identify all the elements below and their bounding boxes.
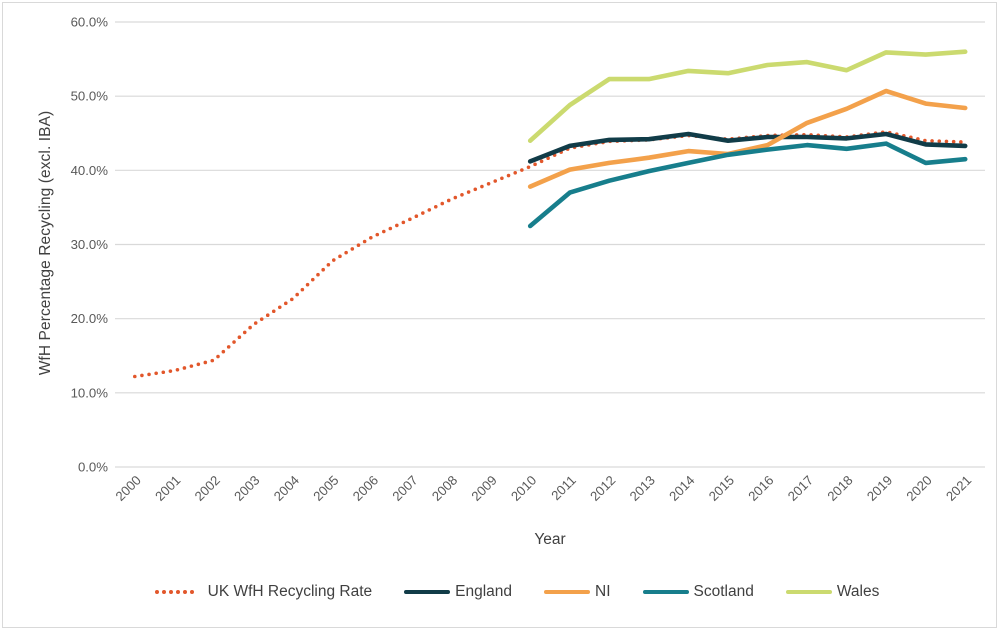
x-tick-label: 2008 (429, 473, 460, 504)
series-line-ni (527, 88, 968, 189)
x-tick-label: 2005 (310, 473, 341, 504)
series-line-scotland (527, 141, 968, 229)
solid-line-swatch-icon (404, 589, 451, 595)
x-tick-label: 2015 (706, 473, 737, 504)
y-tick-label: 60.0% (71, 15, 109, 30)
y-tick-label: 0.0% (78, 460, 108, 475)
x-tick-label: 2006 (350, 473, 381, 504)
x-tick-label: 2009 (468, 473, 499, 504)
solid-line-swatch-icon (785, 589, 832, 595)
x-tick-label: 2018 (824, 473, 855, 504)
legend-label-ni: NI (595, 583, 611, 600)
x-tick-label: 2020 (903, 473, 934, 504)
x-tick-label: 2012 (587, 473, 618, 504)
x-tick-label: 2002 (192, 473, 223, 504)
y-tick-label: 20.0% (71, 311, 109, 326)
dotted-line-swatch-icon (154, 590, 201, 594)
x-tick-label: 2021 (943, 473, 974, 504)
legend-item-uk-wfh-recycling-rate: UK WfH Recycling Rate (153, 583, 373, 601)
series-line-wales (527, 49, 968, 143)
legend-label-england: England (455, 583, 513, 600)
legend-label-scotland: Scotland (693, 583, 754, 600)
chart-legend: UK WfH Recycling Rate England NI Scotlan… (12, 583, 1008, 601)
y-axis-title: WfH Percentage Recycling (excl. IBA) (37, 110, 54, 376)
x-tick-label: 2019 (864, 473, 895, 504)
x-tick-label: 2010 (508, 473, 539, 504)
x-tick-label: 2001 (152, 473, 183, 504)
legend-label-uk: UK WfH Recycling Rate (207, 583, 373, 600)
x-tick-label: 2014 (666, 473, 697, 504)
x-tick-label: 2016 (745, 473, 776, 504)
x-tick-label: 2013 (627, 473, 658, 504)
legend-item-scotland: Scotland (642, 583, 754, 601)
x-tick-label: 2003 (231, 473, 262, 504)
legend-item-ni: NI (544, 583, 611, 601)
x-tick-label: 2000 (113, 473, 144, 504)
x-tick-label: 2007 (389, 473, 420, 504)
series-line-england (527, 131, 968, 164)
y-tick-label: 40.0% (71, 163, 109, 178)
y-tick-label: 50.0% (71, 89, 109, 104)
y-tick-label: 10.0% (71, 385, 109, 400)
x-tick-label: 2017 (785, 473, 816, 504)
x-tick-label: 2004 (271, 473, 302, 504)
x-tick-label: 2011 (548, 473, 579, 504)
solid-line-swatch-icon (642, 589, 689, 595)
y-tick-label: 30.0% (71, 237, 109, 252)
legend-item-england: England (404, 583, 512, 601)
legend-label-wales: Wales (836, 583, 880, 600)
series-line-uk-wfh-recycling-rate (133, 130, 968, 379)
solid-line-swatch-icon (544, 589, 591, 595)
legend-item-wales: Wales (785, 583, 880, 601)
x-axis-title: Year (534, 531, 566, 548)
